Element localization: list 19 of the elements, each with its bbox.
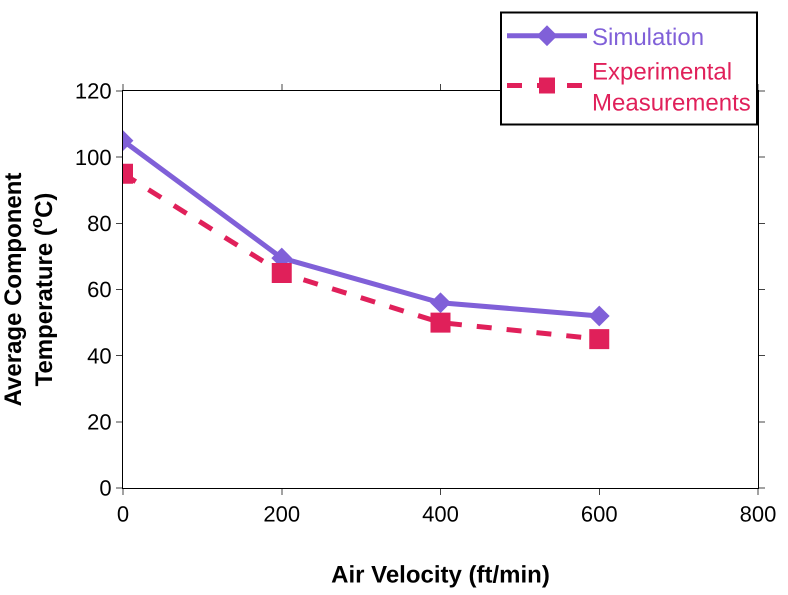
x-tick-label: 600	[580, 501, 618, 526]
y-tick-label: 80	[87, 211, 112, 236]
y-tick-label: 60	[87, 277, 112, 302]
y-tick-label: 120	[74, 78, 112, 104]
legend-label: Simulation	[592, 24, 704, 52]
point	[430, 292, 451, 314]
legend-label: Experimental Measurements	[592, 58, 751, 116]
x-tick-label: 0	[116, 501, 130, 526]
x-tick-label: 400	[422, 501, 459, 526]
y-tick-label: 20	[87, 410, 112, 435]
x-tick-label: 200	[263, 501, 300, 526]
y-tick-label: 40	[87, 343, 112, 368]
point	[588, 306, 610, 326]
point	[589, 329, 610, 350]
x-axis-title: Air Velocity (ft/min)	[331, 562, 550, 589]
y-tick-label: 100	[74, 144, 112, 170]
point	[430, 312, 450, 333]
x-tick-label: 800	[740, 501, 776, 526]
y-tick-label: 0	[99, 476, 112, 501]
